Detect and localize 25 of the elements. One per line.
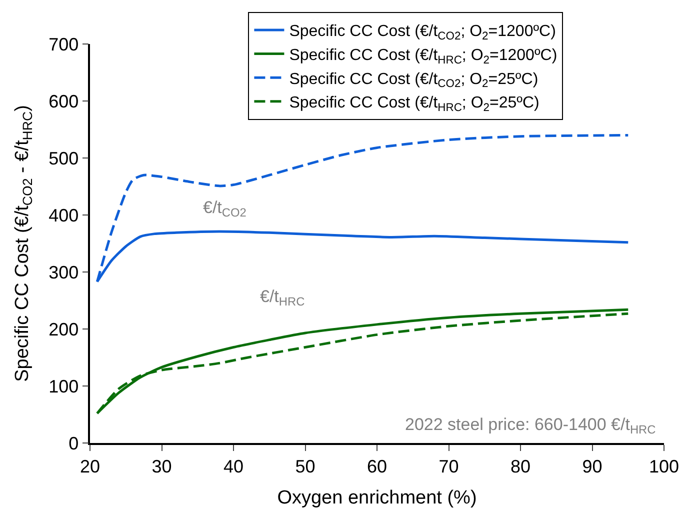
annotation: €/t$_{HRC}$ [260,287,306,309]
y-tick-label: 400 [48,205,79,226]
legend-label: Specific CC Cost (€/t$_{HRC}$; O$_{2}$=25ºC) [289,94,540,114]
y-tick-label: 700 [48,34,79,54]
y-tick-label: 500 [48,148,79,168]
x-tick-label: 30 [152,456,172,476]
x-tick-label: 40 [223,456,244,476]
y-tick-label: 300 [48,262,79,282]
y-tick-label: 600 [48,91,79,112]
x-axis-title: Oxygen enrichment (%) [277,488,477,509]
x-tick-label: 50 [295,456,316,476]
y-tick-label: 0 [68,433,79,454]
x-tick-label: 90 [582,456,602,476]
legend-label: Specific CC Cost (€/t$_{HRC}$; O$_{2}$=1200ºC) [289,47,558,66]
annotation: 2022 steel price: 660-1400 €/t$_{HRC}$ [405,415,656,437]
y-tick-label: 100 [48,376,79,396]
annotation: €/t$_{CO2}$ [203,198,247,220]
legend-label: Specific CC Cost (€/t$_{CO2}$; O$_{2}$=1200ºC) [289,23,556,43]
x-tick-label: 60 [366,456,388,476]
y-tick-label: 200 [48,319,79,340]
x-tick-label: 100 [648,456,680,476]
x-tick-label: 80 [510,456,531,476]
x-tick-label: 70 [438,456,459,476]
x-tick-label: 20 [80,456,100,476]
legend-label: Specific CC Cost (€/t$_{CO2}$; O$_{2}$=25ºC) [289,70,538,90]
